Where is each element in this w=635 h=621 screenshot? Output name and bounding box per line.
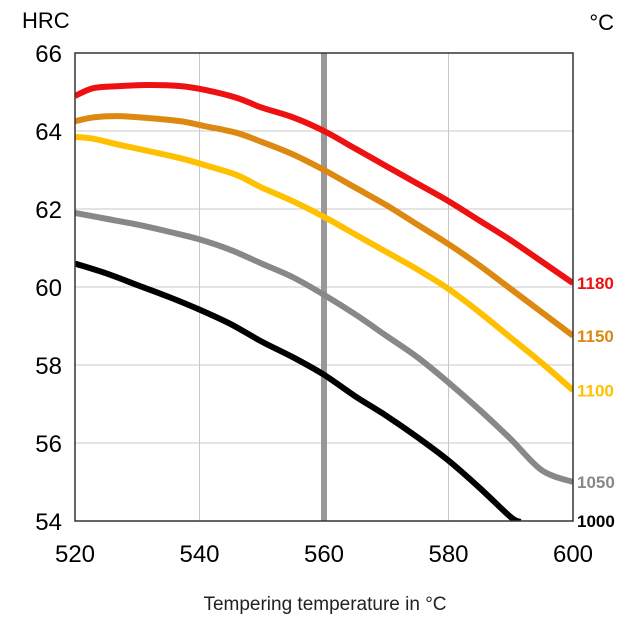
x-tick-560: 560 <box>304 541 344 568</box>
series-line-1150 <box>75 113 573 339</box>
y-tick-66: 66 <box>35 41 62 68</box>
series-labels: 1180 1150 1100 1050 1000 <box>577 274 615 531</box>
y-axis-label: HRC <box>22 8 70 33</box>
y-tick-62: 62 <box>35 197 62 224</box>
series-label-1180: 1180 <box>577 274 614 293</box>
series-line-1180 <box>75 81 573 286</box>
x-tick-540: 540 <box>179 541 219 568</box>
y-tick-54: 54 <box>35 509 62 536</box>
y-axis-ticks: 54 56 58 60 62 64 66 <box>35 41 62 536</box>
y-tick-64: 64 <box>35 119 62 146</box>
x-tick-580: 580 <box>428 541 468 568</box>
x-tick-600: 600 <box>553 541 593 568</box>
x-tick-520: 520 <box>55 541 95 568</box>
series-line-1050 <box>75 209 573 485</box>
series-label-1150: 1150 <box>577 327 614 346</box>
y-tick-56: 56 <box>35 431 62 458</box>
y-tick-60: 60 <box>35 275 62 302</box>
series-label-1100: 1100 <box>577 381 614 400</box>
series-label-1050: 1050 <box>577 473 615 492</box>
y-tick-58: 58 <box>35 353 62 380</box>
x-axis-label: Tempering temperature in °C <box>203 594 446 615</box>
series-label-1000: 1000 <box>577 512 615 531</box>
series-group <box>75 81 573 521</box>
series-line-1000 <box>75 260 522 521</box>
x-axis-ticks: 520 540 560 580 600 <box>55 541 593 568</box>
unit-label: °C <box>589 10 614 35</box>
series-line-1100 <box>75 133 573 393</box>
plot-frame <box>74 52 574 522</box>
